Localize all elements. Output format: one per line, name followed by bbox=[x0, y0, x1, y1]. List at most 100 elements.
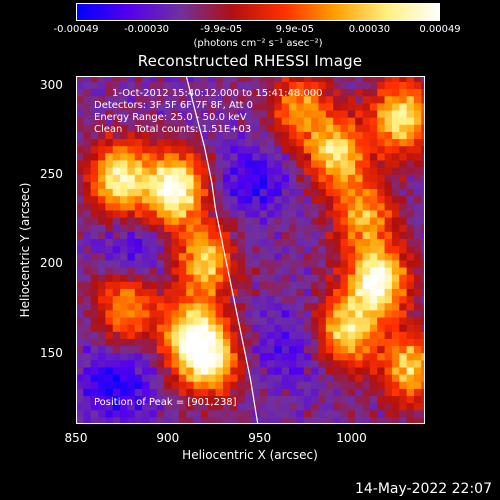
heatmap-cell bbox=[90, 409, 99, 418]
heatmap-cell bbox=[149, 238, 158, 247]
heatmap-cell bbox=[76, 109, 84, 118]
heatmap-cell bbox=[237, 138, 246, 147]
heatmap-cell bbox=[252, 259, 261, 268]
heatmap-cell bbox=[347, 352, 356, 361]
heatmap-cell bbox=[156, 181, 165, 190]
heatmap-cell bbox=[296, 138, 305, 147]
heatmap-cell bbox=[171, 252, 180, 261]
heatmap-cell bbox=[413, 195, 422, 204]
heatmap-cell bbox=[311, 288, 320, 297]
heatmap-cell bbox=[230, 331, 239, 339]
heatmap-cell bbox=[156, 331, 165, 339]
heatmap-cell bbox=[289, 331, 298, 339]
heatmap-cell bbox=[325, 302, 334, 311]
heatmap-cell bbox=[244, 345, 253, 354]
heatmap-cell bbox=[134, 216, 143, 225]
heatmap-cell bbox=[76, 145, 84, 154]
heatmap-cell bbox=[406, 352, 415, 361]
heatmap-cell bbox=[222, 181, 231, 190]
heatmap-cell bbox=[369, 195, 378, 204]
heatmap-cell bbox=[120, 81, 129, 90]
heatmap-cell bbox=[134, 388, 143, 397]
heatmap-cell bbox=[318, 331, 327, 339]
heatmap-cell bbox=[325, 252, 334, 261]
heatmap-cell bbox=[369, 224, 378, 232]
heatmap-cell bbox=[76, 117, 84, 125]
heatmap-cell bbox=[127, 402, 136, 411]
heatmap-cell bbox=[83, 295, 92, 304]
heatmap-cell bbox=[318, 359, 327, 368]
heatmap-cell bbox=[230, 138, 239, 147]
heatmap-cell bbox=[362, 352, 371, 361]
heatmap-cell bbox=[142, 288, 151, 297]
heatmap-cell bbox=[391, 152, 400, 161]
heatmap-cell bbox=[259, 224, 268, 232]
heatmap-cell bbox=[384, 231, 393, 239]
heatmap-cell bbox=[237, 281, 246, 289]
heatmap-cell bbox=[303, 209, 312, 218]
heatmap-cell bbox=[171, 309, 180, 318]
heatmap-cell bbox=[406, 202, 415, 211]
heatmap-cell bbox=[171, 238, 180, 247]
heatmap-cell bbox=[215, 266, 224, 275]
heatmap-cell bbox=[112, 95, 121, 104]
heatmap-cell bbox=[105, 138, 114, 147]
heatmap-cell bbox=[178, 409, 187, 418]
heatmap-cell bbox=[193, 145, 202, 154]
heatmap-cell bbox=[222, 359, 231, 368]
heatmap-cell bbox=[208, 188, 217, 197]
heatmap-cell bbox=[244, 117, 253, 125]
heatmap-cell bbox=[193, 152, 202, 161]
heatmap-cell bbox=[237, 95, 246, 104]
heatmap-cell bbox=[90, 402, 99, 411]
heatmap-cell bbox=[230, 167, 239, 175]
heatmap-cell bbox=[252, 159, 261, 168]
heatmap-cell bbox=[200, 109, 209, 118]
heatmap-cell bbox=[134, 295, 143, 304]
heatmap-cell bbox=[325, 281, 334, 289]
heatmap-cell bbox=[76, 309, 84, 318]
heatmap-cell bbox=[384, 416, 393, 424]
heatmap-cell bbox=[391, 288, 400, 297]
heatmap-cell bbox=[355, 281, 364, 289]
heatmap-cell bbox=[186, 231, 195, 239]
heatmap-cell bbox=[325, 216, 334, 225]
heatmap-cell bbox=[127, 245, 136, 254]
heatmap-cell bbox=[252, 316, 261, 325]
heatmap-cell bbox=[127, 338, 136, 347]
heatmap-cell bbox=[186, 295, 195, 304]
heatmap-cell bbox=[164, 274, 173, 282]
heatmap-cell bbox=[112, 81, 121, 90]
heatmap-cell bbox=[362, 181, 371, 190]
heatmap-cell bbox=[421, 109, 425, 118]
heatmap-cell bbox=[178, 359, 187, 368]
heatmap-cell bbox=[340, 316, 349, 325]
heatmap-cell bbox=[318, 167, 327, 175]
heatmap-cell bbox=[340, 209, 349, 218]
heatmap-cell bbox=[333, 145, 342, 154]
heatmap-cell bbox=[318, 374, 327, 382]
heatmap-cell bbox=[303, 181, 312, 190]
heatmap-cell bbox=[252, 81, 261, 90]
heatmap-cell bbox=[186, 216, 195, 225]
heatmap-cell bbox=[413, 209, 422, 218]
heatmap-cell bbox=[230, 145, 239, 154]
heatmap-cell bbox=[318, 381, 327, 389]
heatmap-cell bbox=[281, 338, 290, 347]
heatmap-cell bbox=[296, 124, 305, 132]
heatmap-cell bbox=[208, 309, 217, 318]
heatmap-cell bbox=[127, 95, 136, 104]
heatmap-cell bbox=[289, 181, 298, 190]
heatmap-cell bbox=[340, 216, 349, 225]
heatmap-cell bbox=[186, 266, 195, 275]
heatmap-cell bbox=[149, 309, 158, 318]
heatmap-cell bbox=[200, 366, 209, 375]
heatmap-cell bbox=[355, 76, 364, 82]
heatmap-cell bbox=[252, 95, 261, 104]
heatmap-cell bbox=[112, 295, 121, 304]
heatmap-cell bbox=[200, 259, 209, 268]
heatmap-cell bbox=[267, 381, 275, 389]
heatmap-cell bbox=[318, 152, 327, 161]
heatmap-cell bbox=[178, 109, 187, 118]
heatmap-cell bbox=[222, 209, 231, 218]
